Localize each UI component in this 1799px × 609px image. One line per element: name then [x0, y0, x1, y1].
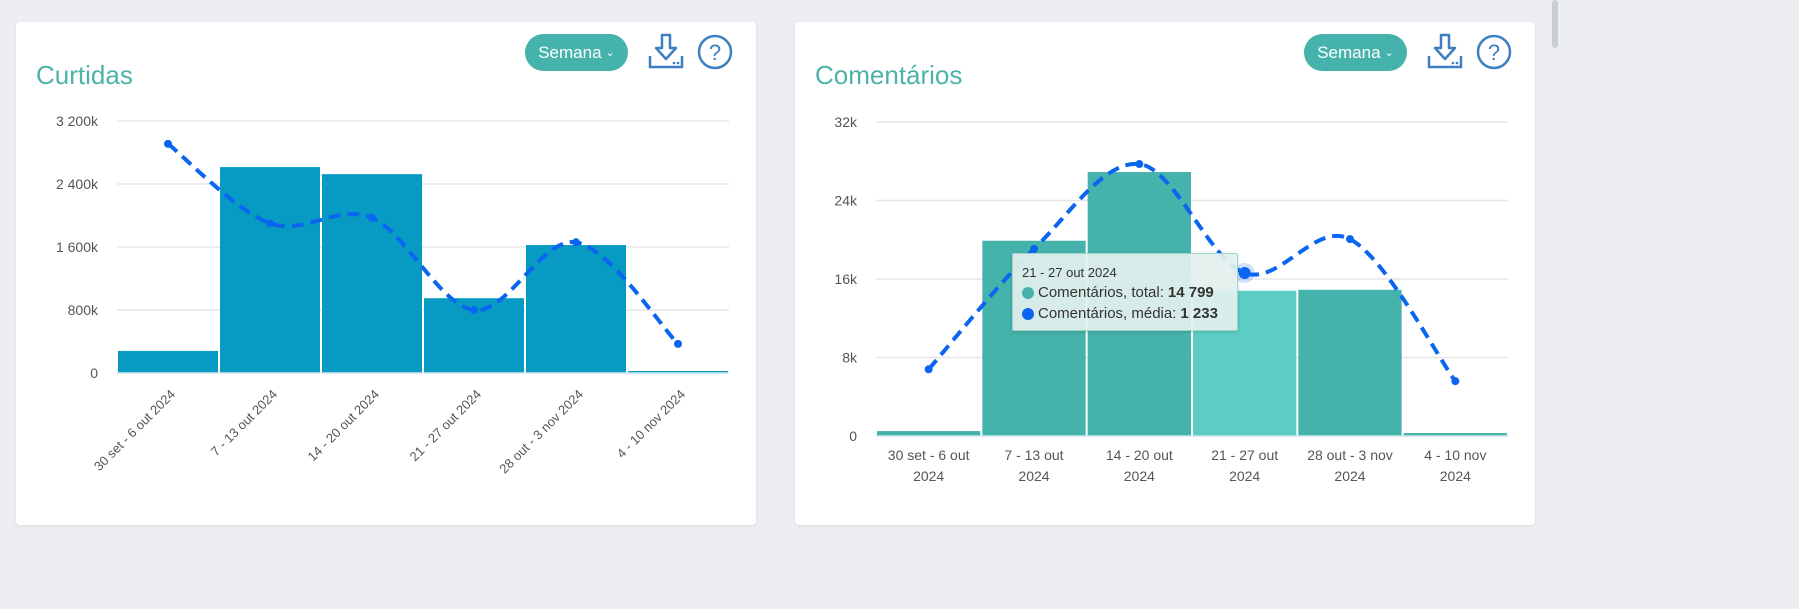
average-line [927, 162, 1457, 383]
x-tick-label: 7 - 13 out 2024 [1004, 447, 1063, 484]
bar [628, 371, 728, 374]
help-icon[interactable]: ? [697, 34, 733, 70]
x-tick-label: 14 - 20 out 2024 [305, 387, 383, 465]
y-tick-label: 0 [90, 365, 98, 381]
bar [118, 350, 218, 373]
line-point [1135, 160, 1144, 169]
curtidas-chart: 0 800k 1 600k 2 400k 3 200k 30 set - 6 out 20… [56, 113, 729, 477]
line-point [674, 339, 682, 348]
y-tick-label: 800k [68, 302, 99, 318]
x-tick-label: 30 set - 6 out 2024 [888, 447, 970, 484]
line-point [1238, 267, 1251, 280]
curtidas-card: Curtidas Semana ⌄ ? 0 800k 1 600k 2 400k 3 2… [16, 22, 756, 525]
x-tick-label: 4 - 10 nov 2024 [1424, 447, 1486, 484]
x-tick-label: 21 - 27 out 2024 [407, 387, 485, 465]
tooltip-row-total: Comentários, total: 14 799 [1022, 284, 1214, 301]
tooltip-label: Comentários, média: [1038, 305, 1177, 322]
tooltip-label: Comentários, total: [1038, 284, 1164, 301]
bar [322, 174, 422, 373]
x-tick-label: 7 - 13 out 2024 [208, 387, 280, 459]
card-title: Comentários [815, 60, 963, 90]
line-point [924, 365, 933, 374]
bar [526, 245, 626, 373]
card-title: Curtidas [36, 60, 133, 90]
period-label: Semana [1317, 42, 1381, 62]
line-point [164, 139, 172, 148]
y-tick-label: 32k [834, 114, 858, 130]
line-point [1030, 245, 1038, 254]
chevron-down-icon: ⌄ [1384, 47, 1394, 59]
x-tick-label: 28 out - 3 nov 2024 [1307, 447, 1393, 484]
series-dot-icon [1022, 286, 1034, 299]
x-tick-label: 21 - 27 out 2024 [1211, 447, 1278, 484]
tooltip-value: 14 799 [1167, 284, 1214, 301]
y-tick-label: 0 [849, 428, 857, 444]
x-tick-label: 28 out - 3 nov 2024 [496, 387, 586, 477]
y-tick-label: 2 400k [56, 176, 99, 192]
y-tick-label: 16k [834, 271, 858, 287]
period-label: Semana [538, 42, 602, 62]
bar [877, 431, 981, 436]
download-icon[interactable] [1425, 32, 1465, 72]
line-point [470, 306, 478, 314]
bar [1298, 289, 1402, 436]
svg-text:?: ? [1488, 40, 1500, 65]
line-point [1346, 235, 1354, 244]
svg-text:?: ? [709, 40, 721, 65]
chevron-down-icon: ⌄ [605, 47, 615, 59]
average-line [166, 142, 680, 346]
y-tick-label: 1 600k [56, 239, 99, 255]
line-point [368, 213, 376, 222]
x-tick-label: 30 set - 6 out 2024 [91, 387, 178, 474]
download-icon[interactable] [646, 32, 686, 72]
period-dropdown[interactable]: Semana ⌄ [525, 34, 628, 71]
line-point [572, 238, 580, 247]
x-tick-label: 4 - 10 nov 2024 [614, 387, 689, 462]
help-icon[interactable]: ? [1476, 34, 1512, 70]
bar [1403, 433, 1507, 436]
page-scrollbar[interactable] [1552, 0, 1558, 48]
line-point [266, 219, 274, 228]
chart-tooltip: 21 - 27 out 2024 Comentários, total: 14 … [1012, 253, 1238, 331]
line-point [1451, 377, 1460, 386]
y-tick-label: 3 200k [56, 113, 99, 129]
tooltip-header: 21 - 27 out 2024 [1022, 265, 1117, 280]
series-dot-icon [1022, 307, 1034, 320]
y-tick-label: 8k [842, 350, 858, 366]
period-dropdown[interactable]: Semana ⌄ [1304, 34, 1407, 71]
y-tick-label: 24k [834, 193, 858, 209]
tooltip-row-media: Comentários, média: 1 233 [1022, 305, 1218, 322]
x-tick-label: 14 - 20 out 2024 [1106, 447, 1173, 484]
tooltip-value: 1 233 [1180, 305, 1218, 322]
bar [220, 167, 320, 373]
